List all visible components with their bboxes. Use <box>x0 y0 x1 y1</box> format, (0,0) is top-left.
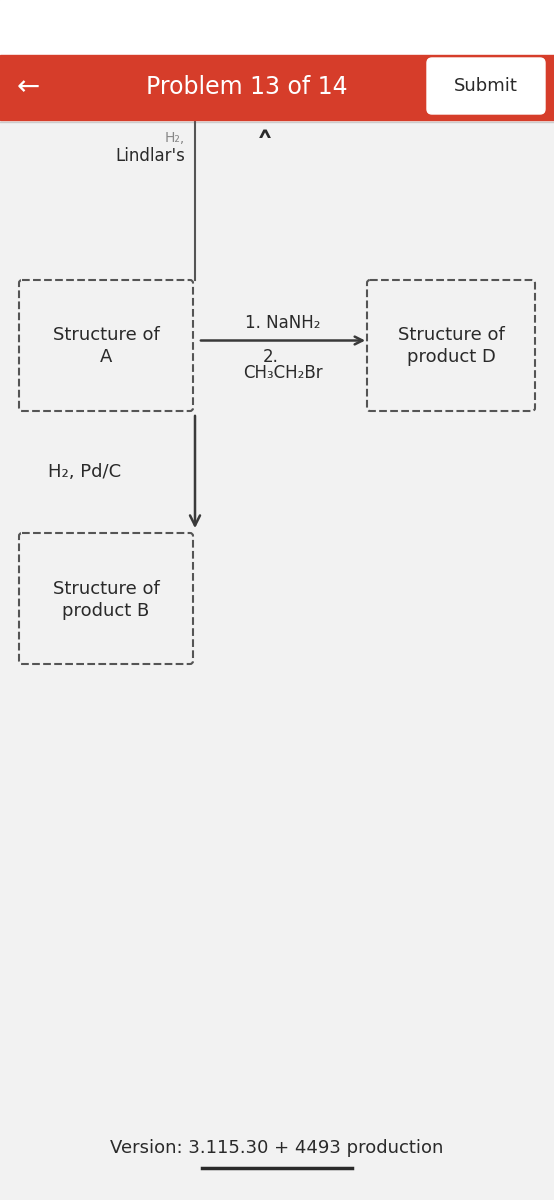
Text: product B: product B <box>63 601 150 619</box>
Text: Structure of: Structure of <box>53 580 160 598</box>
Text: Version: 3.115.30 + 4493 production: Version: 3.115.30 + 4493 production <box>110 1139 444 1157</box>
Text: ←: ← <box>17 73 40 102</box>
Bar <box>0 0 554 55</box>
Text: 2.: 2. <box>263 348 279 366</box>
Text: H₂, Pd/C: H₂, Pd/C <box>48 463 121 481</box>
Text: A: A <box>100 348 112 366</box>
FancyBboxPatch shape <box>427 58 545 114</box>
Text: Problem 13 of 14: Problem 13 of 14 <box>146 76 348 100</box>
Text: Structure of: Structure of <box>398 326 504 344</box>
FancyBboxPatch shape <box>19 533 193 664</box>
Text: product D: product D <box>407 348 495 366</box>
FancyBboxPatch shape <box>367 280 535 410</box>
Text: CH₃CH₂Br: CH₃CH₂Br <box>243 365 323 383</box>
Text: Lindlar's: Lindlar's <box>115 146 185 164</box>
Text: Submit: Submit <box>454 77 518 95</box>
Text: 1. NaNH₂: 1. NaNH₂ <box>245 313 321 331</box>
Text: Structure of: Structure of <box>53 326 160 344</box>
FancyBboxPatch shape <box>19 280 193 410</box>
Text: H₂,: H₂, <box>165 131 185 145</box>
Text: ˄: ˄ <box>256 131 274 164</box>
Bar <box>0 55 554 120</box>
